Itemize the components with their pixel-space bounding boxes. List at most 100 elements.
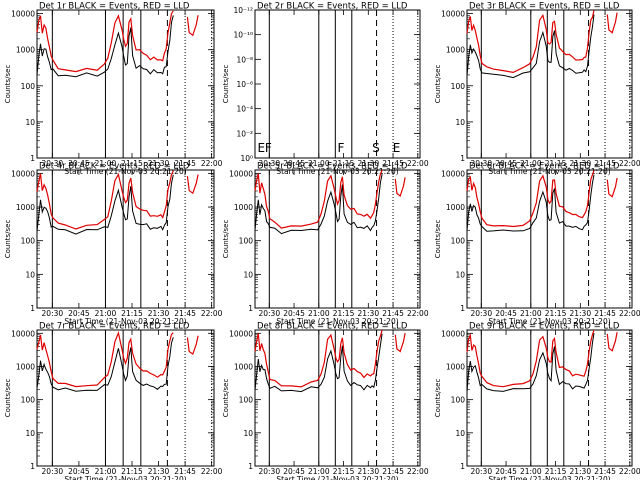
x-tick-label: 20:45 — [283, 309, 305, 318]
x-tick-label: 20:30 — [258, 309, 280, 318]
marker-label: E — [257, 141, 265, 155]
y-tick-label: 10000 — [229, 329, 253, 338]
y-tick-label: 10000 — [441, 10, 465, 19]
lld-series-tail — [606, 12, 618, 34]
x-tick-label: 20:30 — [258, 159, 280, 168]
x-tick-label: 20:45 — [495, 309, 517, 318]
y-tick-label: 10⁻⁸ — [236, 55, 253, 64]
x-tick-label: 21:45 — [594, 159, 616, 168]
x-tick-label: 21:30 — [569, 159, 591, 168]
x-tick-label: 21:30 — [569, 467, 591, 476]
lld-series-line — [36, 10, 174, 73]
x-tick-label: 20:30 — [470, 467, 492, 476]
plot-frame — [466, 329, 633, 467]
x-tick-label: 21:45 — [594, 309, 616, 318]
events-series-line — [254, 174, 383, 235]
x-tick-label: 21:30 — [148, 309, 170, 318]
x-tick-label: 22:00 — [407, 309, 429, 318]
y-tick-label: 1 — [460, 304, 465, 313]
y-tick-label: 10⁰ — [240, 154, 253, 163]
plot-frame — [36, 169, 215, 309]
x-axis-label: Start Time (21-Nov-03 20:21:20) — [488, 317, 610, 326]
x-tick-label: 22:00 — [407, 159, 429, 168]
panel-title: Det 1r BLACK = Events, RED = LLD — [39, 2, 190, 12]
panel-title: Det 8r BLACK = Events, RED = LLD — [257, 322, 408, 332]
detector-panel-8: Det 8r BLACK = Events, RED = LLD 1 10 100 10… — [222, 322, 429, 480]
x-tick-label: 21:00 — [95, 159, 117, 168]
lld-series-line — [466, 10, 595, 74]
x-tick-label: 21:45 — [174, 159, 196, 168]
x-tick-label: 22:00 — [619, 159, 640, 168]
lld-series-tail — [394, 177, 406, 198]
y-tick-label: 1 — [30, 154, 35, 163]
y-tick-label: 10⁻² — [236, 129, 253, 138]
x-tick-label: 22:00 — [619, 309, 640, 318]
panel-title: Det 2r BLACK = Events, RED = LLD — [257, 2, 408, 12]
lld-series-tail — [186, 335, 199, 356]
x-tick-label: 20:45 — [283, 467, 305, 476]
plot-frame — [254, 169, 421, 309]
y-tick-label: 1000 — [16, 203, 35, 212]
y-tick-label: 1 — [30, 462, 35, 471]
x-axis-label: Start Time (21-Nov-03 20:21:20) — [64, 475, 186, 480]
detector-panel-5: Det 5r BLACK = Events, RED = LLD 1 10 100 10… — [222, 162, 429, 327]
x-tick-label: 22:00 — [201, 467, 223, 476]
lld-series-tail — [394, 332, 406, 353]
panel-title: Det 7r BLACK = Events, RED = LLD — [39, 322, 190, 332]
panel-title: Det 4r BLACK = Events, RED = LLD — [39, 162, 190, 172]
lld-series-line — [466, 329, 595, 388]
x-tick-label: 21:15 — [545, 309, 567, 318]
y-tick-label: 100 — [451, 396, 466, 405]
y-tick-label: 1000 — [446, 362, 465, 371]
x-tick-label: 21:00 — [308, 159, 330, 168]
x-tick-label: 21:45 — [174, 309, 196, 318]
y-tick-label: 1000 — [16, 46, 35, 55]
y-axis-label: Counts/sec — [4, 220, 12, 259]
x-axis-label: Start Time (21-Nov-03 20:21:20) — [276, 167, 398, 176]
y-tick-label: 10 — [455, 429, 465, 438]
x-tick-label: 21:45 — [382, 467, 404, 476]
plot-frame — [466, 9, 633, 159]
x-tick-label: 21:30 — [148, 467, 170, 476]
plot-frame — [466, 169, 633, 309]
panel-title: Det 9r BLACK = Events, RED = LLD — [469, 322, 620, 332]
y-tick-label: 10000 — [441, 329, 465, 338]
x-tick-label: 22:00 — [407, 467, 429, 476]
x-tick-label: 21:15 — [545, 159, 567, 168]
y-tick-label: 1000 — [446, 203, 465, 212]
x-tick-label: 20:45 — [495, 159, 517, 168]
y-tick-label: 10⁻⁴ — [236, 105, 253, 114]
x-tick-label: 20:45 — [68, 309, 90, 318]
y-tick-label: 1 — [248, 462, 253, 471]
x-tick-label: 21:15 — [121, 467, 143, 476]
panel-title: Det 6r BLACK = Events, RED = LLD — [469, 162, 620, 172]
x-axis-label: Start Time (21-Nov-03 20:21:20) — [276, 317, 398, 326]
y-tick-label: 10 — [243, 270, 253, 279]
y-tick-label: 1000 — [234, 203, 253, 212]
detector-panel-1: Det 1r BLACK = Events, RED = LLD 1 10 100 10… — [4, 2, 223, 177]
y-tick-label: 100 — [239, 237, 254, 246]
x-tick-label: 21:30 — [357, 309, 379, 318]
events-series-line — [36, 174, 174, 235]
x-tick-label: 21:15 — [545, 467, 567, 476]
x-axis-label: Start Time (21-Nov-03 20:21:20) — [276, 475, 398, 480]
plot-frame — [254, 329, 421, 467]
x-tick-label: 21:30 — [357, 467, 379, 476]
events-series-line — [466, 174, 595, 232]
x-tick-label: 21:00 — [520, 309, 542, 318]
y-tick-label: 10 — [25, 429, 35, 438]
lld-series-line — [254, 329, 383, 388]
x-tick-label: 21:15 — [333, 467, 355, 476]
y-tick-label: 1 — [30, 304, 35, 313]
x-tick-label: 21:45 — [382, 309, 404, 318]
y-axis-label: Counts/sec — [222, 220, 230, 259]
lld-series-tail — [186, 15, 199, 37]
events-series-line — [254, 333, 383, 393]
events-series-line — [36, 15, 174, 78]
lld-series-tail — [186, 174, 199, 195]
lld-series-line — [466, 170, 595, 228]
x-tick-label: 21:15 — [333, 309, 355, 318]
x-tick-label: 20:30 — [470, 159, 492, 168]
marker-label: E — [393, 141, 401, 155]
